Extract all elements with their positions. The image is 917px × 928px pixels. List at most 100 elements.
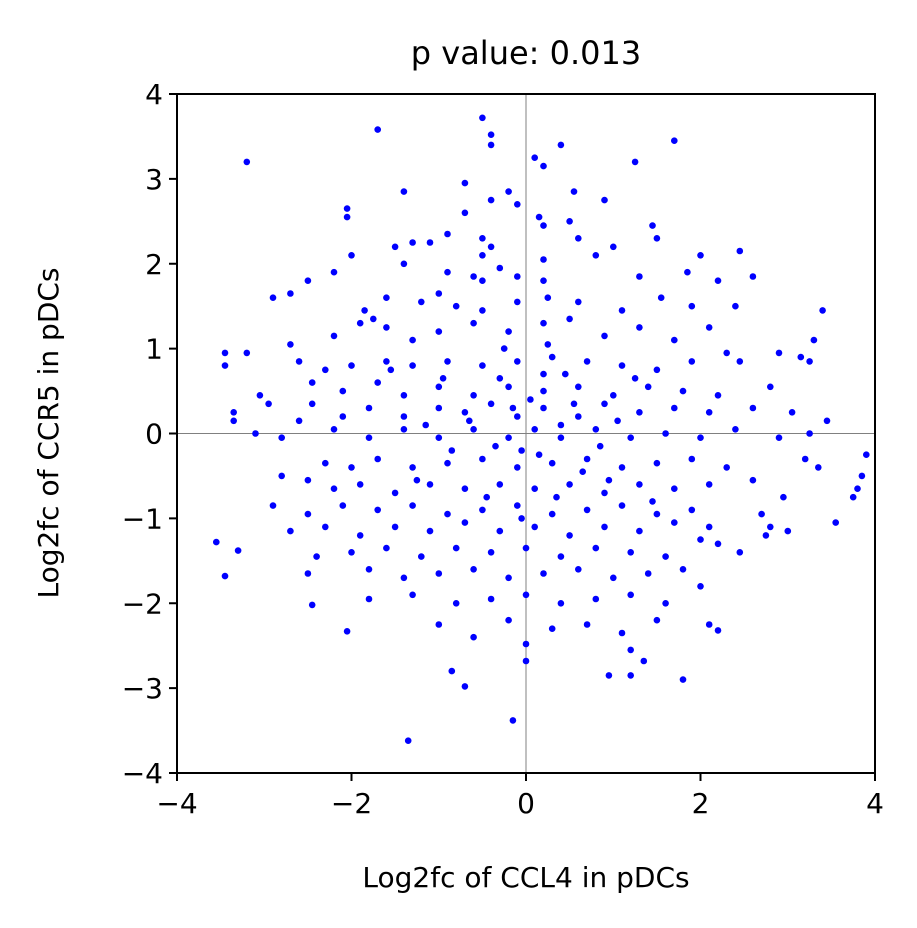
data-point <box>356 319 364 327</box>
data-point <box>815 464 822 471</box>
data-point <box>575 566 582 573</box>
data-point <box>749 273 757 280</box>
data-point <box>400 260 408 268</box>
data-point <box>797 353 805 361</box>
data-point <box>404 737 412 744</box>
data-point <box>514 358 521 365</box>
y-tick-label: −3 <box>122 672 163 705</box>
data-point <box>566 532 573 539</box>
data-point <box>631 375 639 382</box>
data-point <box>330 332 338 340</box>
data-point <box>653 459 661 467</box>
data-point <box>849 493 857 501</box>
data-point <box>383 294 390 302</box>
data-point <box>365 566 373 573</box>
data-point <box>409 362 416 369</box>
data-point <box>304 277 312 285</box>
data-point <box>548 625 556 632</box>
data-point <box>705 523 713 531</box>
data-point <box>505 383 512 391</box>
data-point <box>496 481 504 488</box>
data-point <box>570 188 578 195</box>
data-point <box>470 392 477 399</box>
data-point <box>819 307 826 314</box>
data-point <box>487 243 495 251</box>
data-point <box>592 252 600 259</box>
data-point <box>810 336 818 344</box>
data-point <box>426 239 434 246</box>
data-point <box>234 547 242 554</box>
data-point <box>514 413 521 420</box>
data-point <box>775 349 783 357</box>
data-point <box>487 196 495 204</box>
data-point <box>688 455 696 463</box>
chart-title: p value: 0.013 <box>411 34 641 72</box>
data-point <box>339 502 347 509</box>
data-point <box>601 400 608 408</box>
data-point <box>409 336 416 344</box>
data-point <box>356 532 364 539</box>
data-point <box>514 201 521 208</box>
data-point <box>653 510 661 518</box>
data-point <box>566 218 573 225</box>
data-point <box>540 570 547 577</box>
data-point <box>540 277 547 285</box>
data-point <box>487 549 495 556</box>
data-point <box>614 417 621 425</box>
data-point <box>461 519 469 526</box>
data-point <box>470 273 477 280</box>
data-point <box>483 493 491 501</box>
data-point <box>522 657 530 665</box>
data-point <box>732 426 739 433</box>
data-point <box>322 459 329 467</box>
data-point <box>387 366 395 374</box>
data-point <box>444 268 451 276</box>
data-point <box>671 404 678 412</box>
data-point <box>365 595 373 603</box>
data-point <box>374 506 382 514</box>
data-point <box>557 553 565 560</box>
data-point <box>348 464 355 471</box>
data-point <box>269 294 277 302</box>
data-point <box>505 328 512 335</box>
data-point <box>391 523 399 531</box>
data-point <box>518 447 525 454</box>
data-point <box>631 158 639 166</box>
data-point <box>470 319 477 327</box>
data-point <box>697 434 704 442</box>
data-point <box>479 455 486 463</box>
data-point <box>230 409 237 416</box>
data-point <box>418 298 425 306</box>
data-point <box>322 523 329 531</box>
data-point <box>509 717 517 724</box>
data-point <box>705 481 713 488</box>
data-point <box>723 349 730 357</box>
data-point <box>439 375 447 382</box>
data-point <box>610 392 617 399</box>
data-point <box>514 298 521 306</box>
data-point <box>330 268 338 276</box>
data-point <box>610 574 617 582</box>
data-point <box>540 387 547 395</box>
data-point <box>592 426 600 433</box>
data-point <box>823 417 831 425</box>
data-point <box>575 413 582 420</box>
data-point <box>409 591 416 599</box>
data-point <box>313 553 320 560</box>
data-point <box>343 213 351 221</box>
data-point <box>391 243 399 251</box>
data-point <box>531 426 538 433</box>
data-point <box>252 430 259 437</box>
data-point <box>575 235 582 242</box>
data-point <box>256 392 264 399</box>
data-point <box>601 489 608 497</box>
data-point <box>348 549 355 556</box>
data-point <box>487 595 495 603</box>
data-point <box>592 544 600 552</box>
data-point <box>221 572 229 580</box>
data-point <box>461 409 469 416</box>
scatter-points <box>213 114 870 744</box>
data-point <box>409 239 416 246</box>
data-point <box>531 154 538 161</box>
data-point <box>566 315 573 323</box>
